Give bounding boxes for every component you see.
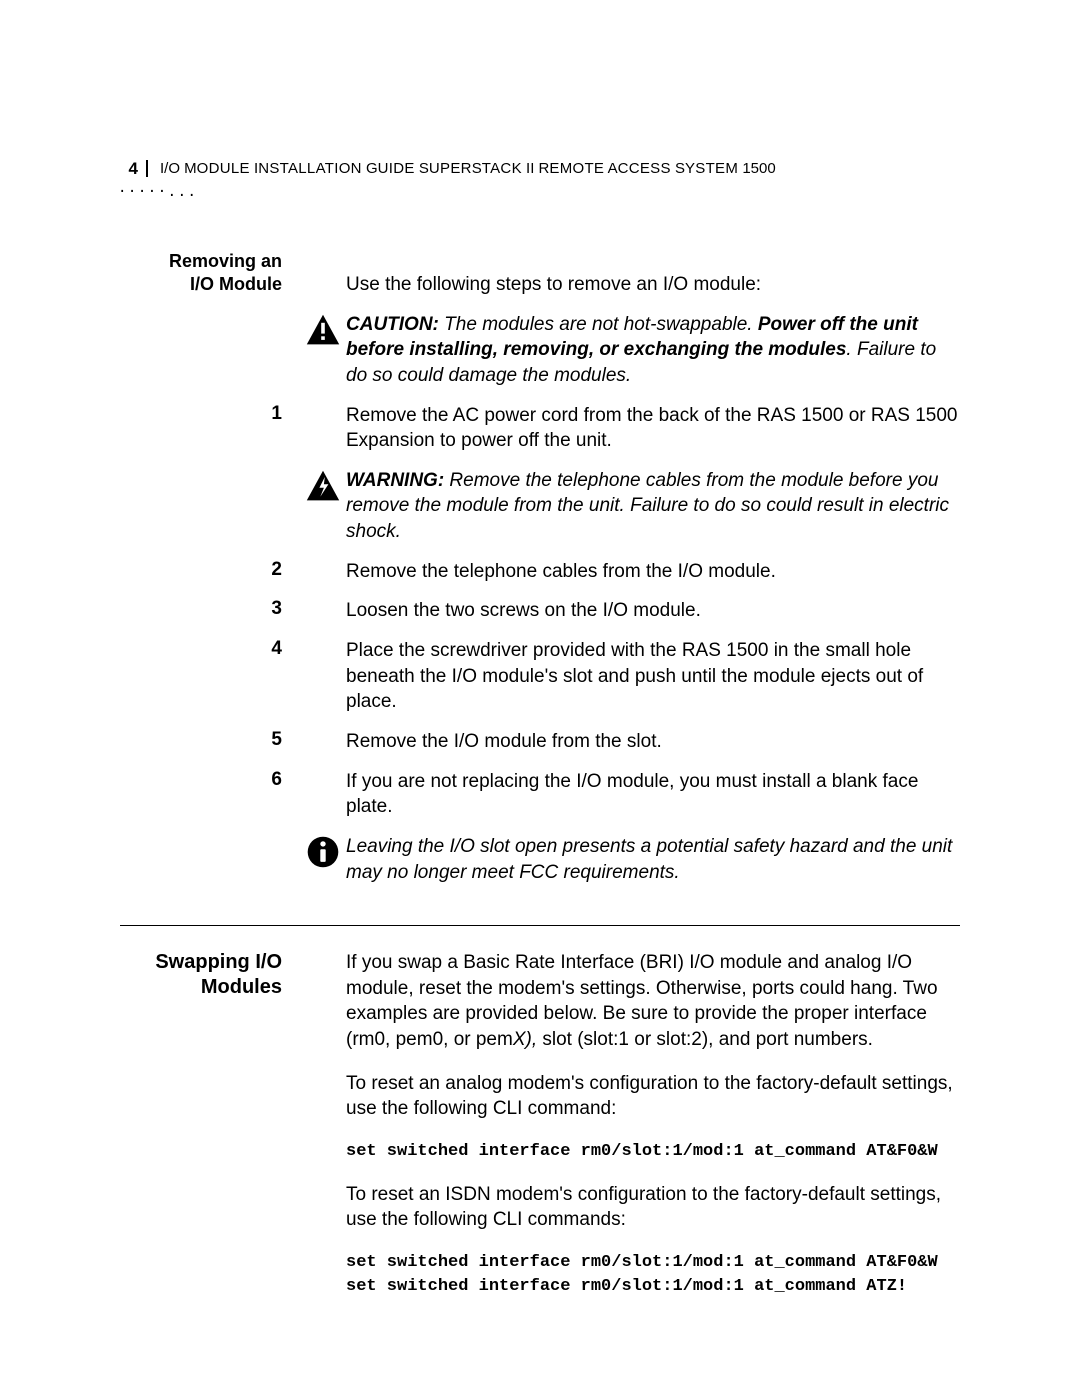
ht-sc8: YSTEM bbox=[685, 160, 738, 177]
section-removing: Removing an I/O Module Use the following… bbox=[120, 250, 960, 298]
caution-label: CAUTION: bbox=[346, 314, 439, 335]
step-6: 6 If you are not replacing the I/O modul… bbox=[120, 769, 960, 820]
running-header: 4 I/O MODULE INSTALLATION GUIDE SUPERSTA… bbox=[120, 160, 960, 177]
section-divider bbox=[120, 925, 960, 926]
ht-m1: I bbox=[250, 160, 258, 177]
warning-row: WARNING: Remove the telephone cables fro… bbox=[120, 468, 960, 545]
page-number: 4 bbox=[120, 160, 148, 177]
ht-sc2: NSTALLATION bbox=[258, 160, 362, 177]
step2-text: Remove the telephone cables from the I/O… bbox=[346, 559, 960, 585]
warning-text: WARNING: Remove the telephone cables fro… bbox=[346, 468, 960, 545]
cli-code-1: set switched interface rm0/slot:1/mod:1 … bbox=[346, 1140, 960, 1164]
ht-sc3: UIDE bbox=[378, 160, 415, 177]
step2-num: 2 bbox=[120, 559, 300, 581]
section1-heading-l1: Removing an bbox=[120, 250, 282, 273]
step6-num: 6 bbox=[120, 769, 300, 791]
caution-1: The modules are not hot-swappable. bbox=[439, 314, 758, 335]
header-title: I/O MODULE INSTALLATION GUIDE SUPERSTACK… bbox=[148, 160, 776, 177]
warning-icon bbox=[305, 468, 341, 504]
step-4: 4 Place the screwdriver provided with th… bbox=[120, 638, 960, 715]
step5-num: 5 bbox=[120, 729, 300, 751]
ht-p1: I/O M bbox=[160, 160, 197, 177]
step3-num: 3 bbox=[120, 598, 300, 620]
note-text: Leaving the I/O slot open presents a pot… bbox=[346, 834, 960, 885]
step-3: 3 Loosen the two screws on the I/O modul… bbox=[120, 598, 960, 624]
ht-m2: G bbox=[362, 160, 378, 177]
ht-sc4: UPER bbox=[429, 160, 472, 177]
step5-text: Remove the I/O module from the slot. bbox=[346, 729, 960, 755]
section2-para3: To reset an ISDN modem's configuration t… bbox=[346, 1182, 960, 1233]
step4-num: 4 bbox=[120, 638, 300, 660]
ht-m3: S bbox=[415, 160, 429, 177]
cli-code-2: set switched interface rm0/slot:1/mod:1 … bbox=[346, 1251, 960, 1299]
warning-label: WARNING: bbox=[346, 470, 444, 491]
section2-heading-l2: Modules bbox=[120, 975, 282, 1000]
step-2: 2 Remove the telephone cables from the I… bbox=[120, 559, 960, 585]
ht-m7: S bbox=[671, 160, 685, 177]
section2-heading-l1: Swapping I/O bbox=[120, 950, 282, 975]
note-row: Leaving the I/O slot open presents a pot… bbox=[120, 834, 960, 885]
step-1: 1 Remove the AC power cord from the back… bbox=[120, 403, 960, 454]
step6-text: If you are not replacing the I/O module,… bbox=[346, 769, 960, 820]
ht-sc5: TACK bbox=[482, 160, 522, 177]
ht-sc1: ODULE bbox=[197, 160, 250, 177]
info-icon bbox=[305, 834, 341, 870]
ht-sc7: CCESS bbox=[618, 160, 671, 177]
step4-text: Place the screwdriver provided with the … bbox=[346, 638, 960, 715]
ht-m6: A bbox=[604, 160, 617, 177]
ht-suf: 1500 bbox=[738, 160, 776, 177]
caution-row: CAUTION: The modules are not hot-swappab… bbox=[120, 312, 960, 389]
document-page: 4 I/O MODULE INSTALLATION GUIDE SUPERSTA… bbox=[0, 0, 1080, 1397]
ht-sc6: EMOTE bbox=[549, 160, 604, 177]
decorative-dots: ·····... bbox=[118, 184, 197, 200]
step1-num: 1 bbox=[120, 403, 300, 425]
section2-para1: If you swap a Basic Rate Interface (BRI)… bbox=[346, 950, 960, 1053]
ht-m5: II R bbox=[522, 160, 550, 177]
s2-p1b: slot (slot:1 or slot:2), and port number… bbox=[537, 1029, 873, 1050]
section1-intro: Use the following steps to remove an I/O… bbox=[346, 272, 960, 298]
ht-m4: S bbox=[472, 160, 482, 177]
step-5: 5 Remove the I/O module from the slot. bbox=[120, 729, 960, 755]
step1-text: Remove the AC power cord from the back o… bbox=[346, 403, 960, 454]
section1-intro-col: Use the following steps to remove an I/O… bbox=[346, 250, 960, 298]
section1-heading-l2: I/O Module bbox=[120, 273, 282, 296]
section1-heading: Removing an I/O Module bbox=[120, 250, 300, 295]
caution-icon bbox=[305, 312, 341, 348]
section2-para2: To reset an analog modem's configuration… bbox=[346, 1071, 960, 1122]
caution-text: CAUTION: The modules are not hot-swappab… bbox=[346, 312, 960, 389]
section-swapping: Swapping I/O Modules If you swap a Basic… bbox=[120, 950, 960, 1299]
s2-p1-ital: X), bbox=[513, 1029, 537, 1050]
step3-text: Loosen the two screws on the I/O module. bbox=[346, 598, 960, 624]
body: Removing an I/O Module Use the following… bbox=[120, 250, 960, 1299]
